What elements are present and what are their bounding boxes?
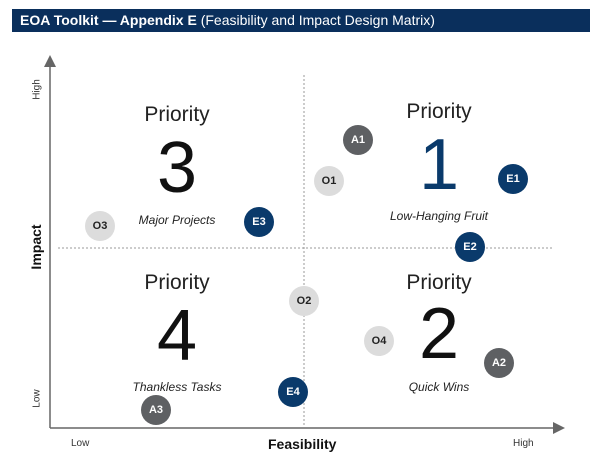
y-axis-title: Impact	[28, 224, 44, 270]
x-axis-high-label: High	[513, 438, 534, 449]
quadrant-3-priority-label: Priority	[144, 103, 210, 126]
quadrant-1-caption: Low-Hanging Fruit	[389, 209, 489, 223]
item-bubble-a1: A1	[343, 125, 373, 155]
quadrant-2-priority-label: Priority	[406, 271, 472, 294]
item-bubble-e1: E1	[498, 164, 528, 194]
x-axis-title: Feasibility	[268, 436, 337, 452]
item-bubble-o2: O2	[289, 286, 319, 316]
quadrant-4-caption: Thankless Tasks	[132, 380, 222, 394]
quadrant-1-priority-label: Priority	[406, 100, 472, 123]
y-axis-low-label: Low	[31, 389, 43, 408]
quadrant-2-number: 2	[418, 294, 460, 374]
quadrant-2-caption: Quick Wins	[408, 380, 470, 394]
item-bubble-o4: O4	[364, 326, 394, 356]
quadrant-4-number: 4	[156, 296, 198, 376]
y-axis-high-label: High	[31, 79, 43, 100]
quadrant-3-caption: Major Projects	[138, 213, 216, 227]
x-axis-low-label: Low	[71, 438, 90, 449]
item-bubble-o1: O1	[314, 166, 344, 196]
quadrant-4-priority-label: Priority	[144, 271, 210, 294]
quadrant-1-number: 1	[418, 125, 460, 205]
header-title-rest: (Feasibility and Impact Design Matrix)	[200, 12, 435, 28]
header-title-bold: EOA Toolkit — Appendix E	[20, 12, 197, 28]
item-bubble-e3: E3	[244, 207, 274, 237]
item-bubble-e4: E4	[278, 377, 308, 407]
header-bar: EOA Toolkit — Appendix E (Feasibility an…	[12, 9, 590, 32]
item-bubble-a3: A3	[141, 395, 171, 425]
item-bubble-a2: A2	[484, 348, 514, 378]
item-bubble-o3: O3	[85, 211, 115, 241]
item-bubble-e2: E2	[455, 232, 485, 262]
quadrant-3-number: 3	[156, 128, 198, 208]
